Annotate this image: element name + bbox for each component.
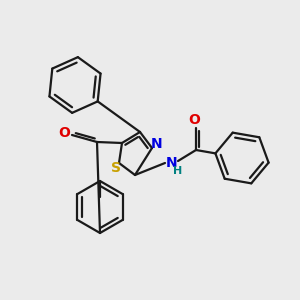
- Text: N: N: [151, 137, 163, 151]
- Text: O: O: [58, 126, 70, 140]
- Text: S: S: [111, 161, 121, 175]
- Text: N: N: [166, 156, 178, 170]
- Text: O: O: [188, 113, 200, 127]
- Text: H: H: [173, 166, 183, 176]
